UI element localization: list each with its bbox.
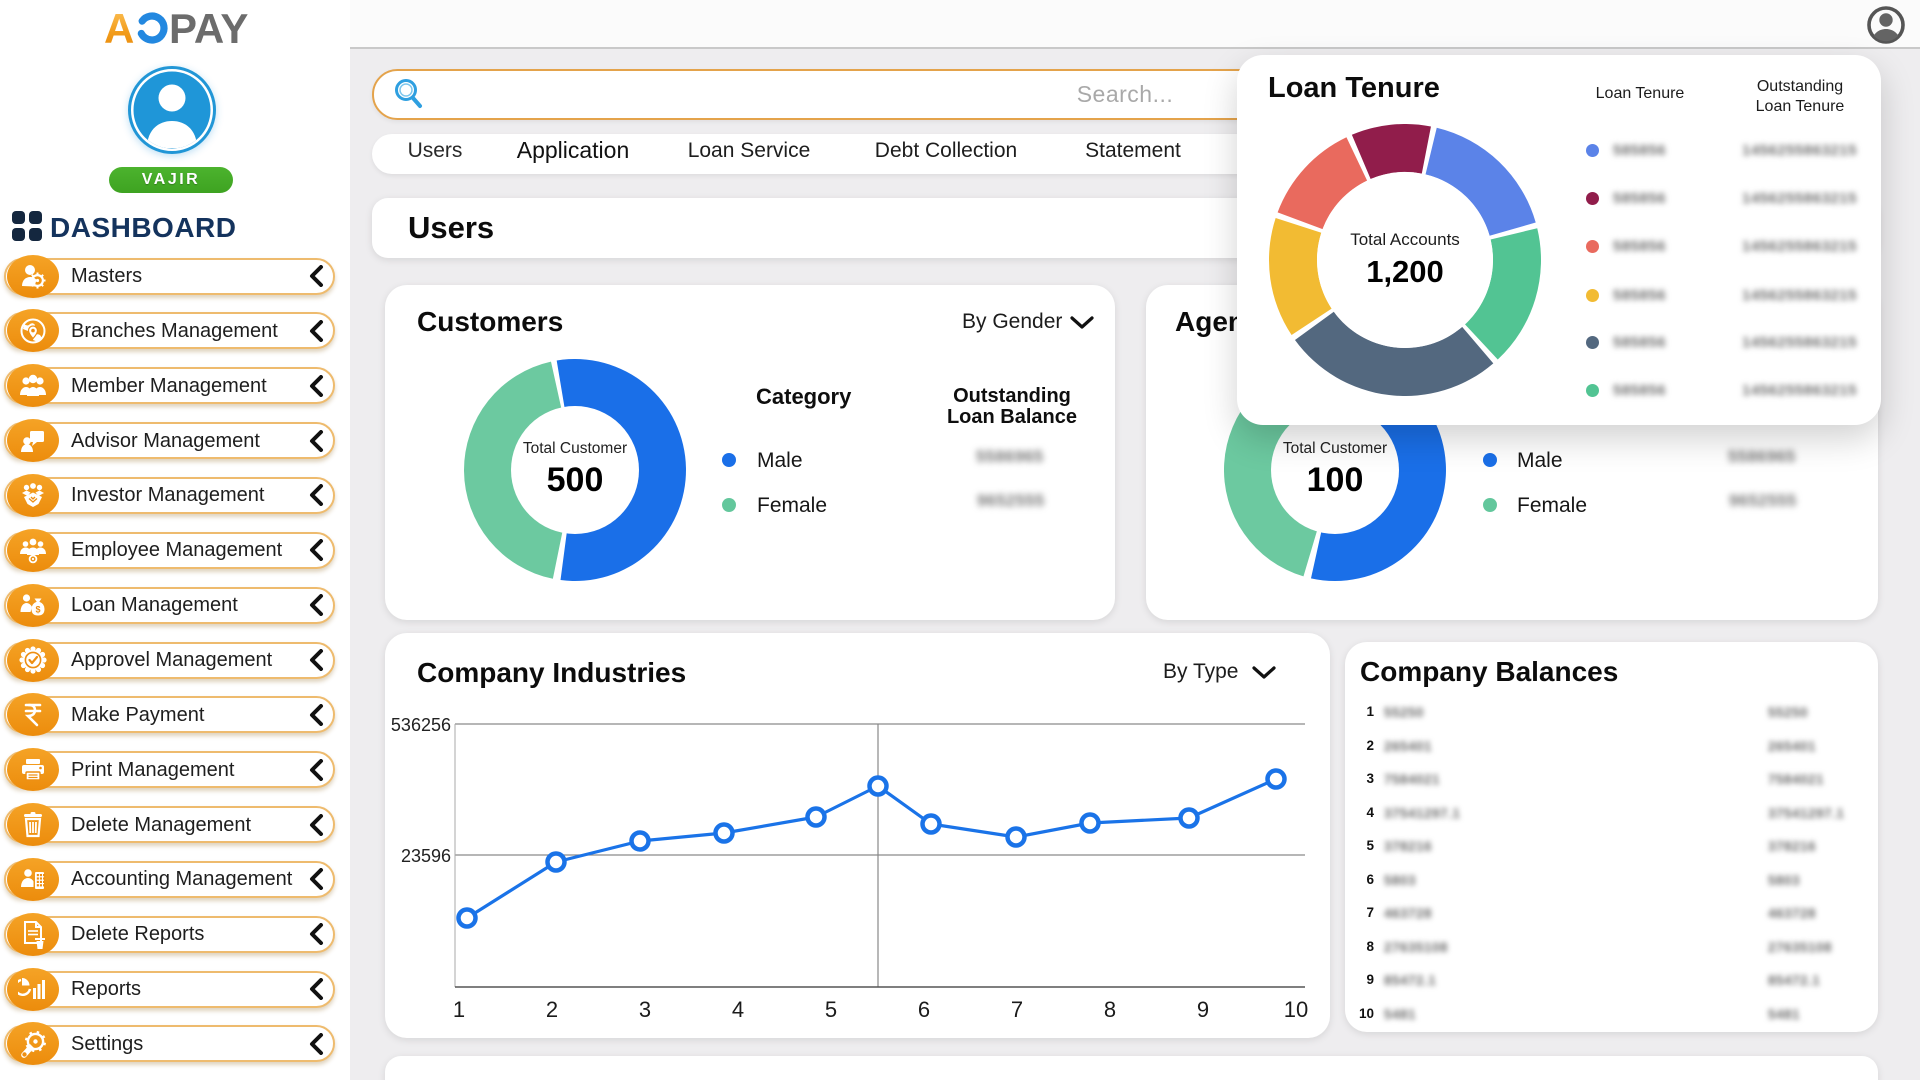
svg-text:23596: 23596 (401, 846, 451, 866)
svg-text:1: 1 (453, 997, 465, 1022)
svg-text:3: 3 (639, 997, 651, 1022)
svg-text:8: 8 (1104, 997, 1116, 1022)
svg-text:$: $ (35, 605, 40, 615)
svg-text:2: 2 (546, 997, 558, 1022)
svg-text:9: 9 (1197, 997, 1209, 1022)
svg-text:4: 4 (732, 997, 744, 1022)
svg-text:5: 5 (825, 997, 837, 1022)
svg-text:7: 7 (1011, 997, 1023, 1022)
svg-text:536256: 536256 (391, 715, 451, 735)
svg-text:6: 6 (918, 997, 930, 1022)
svg-text:10: 10 (1284, 997, 1308, 1022)
